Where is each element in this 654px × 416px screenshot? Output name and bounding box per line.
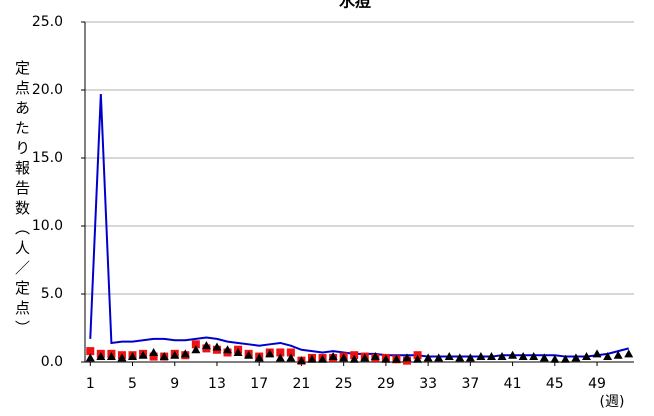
marker-triangle xyxy=(455,353,465,362)
x-tick-label: 13 xyxy=(208,376,226,392)
marker-triangle xyxy=(149,347,159,356)
marker-triangle xyxy=(328,352,338,361)
marker-triangle xyxy=(180,349,190,358)
marker-square xyxy=(276,348,285,357)
x-tick-label: 21 xyxy=(293,376,311,392)
marker-triangle xyxy=(349,354,359,363)
marker-triangle xyxy=(497,352,507,361)
marker-triangle xyxy=(360,353,370,362)
marker-triangle xyxy=(423,353,433,362)
marker-triangle xyxy=(434,353,444,362)
x-tick-label: 41 xyxy=(504,376,522,392)
marker-triangle xyxy=(212,342,222,351)
marker-triangle xyxy=(486,352,496,361)
marker-square xyxy=(86,347,95,356)
marker-triangle xyxy=(275,353,285,362)
y-tick-label: 20.0 xyxy=(32,82,63,98)
marker-triangle xyxy=(339,353,349,362)
marker-triangle xyxy=(402,353,412,362)
marker-triangle xyxy=(128,352,138,361)
marker-triangle xyxy=(508,350,518,359)
x-tick-label: 25 xyxy=(335,376,353,392)
marker-square xyxy=(191,340,200,349)
marker-triangle xyxy=(117,353,127,362)
x-axis-label: (週) xyxy=(600,394,625,410)
marker-triangle xyxy=(223,345,233,354)
x-tick-label: 5 xyxy=(128,376,137,392)
y-tick-label: 0.0 xyxy=(41,354,63,370)
marker-triangle xyxy=(592,349,602,358)
marker-triangle xyxy=(254,353,264,362)
x-tick-label: 9 xyxy=(170,376,179,392)
marker-square xyxy=(286,348,295,357)
marker-triangle xyxy=(571,353,581,362)
marker-triangle xyxy=(106,352,116,361)
marker-triangle xyxy=(318,354,328,363)
marker-triangle xyxy=(233,347,243,356)
x-tick-label: 49 xyxy=(588,376,606,392)
y-axis-label: 定点あたり報告数（人／定点） xyxy=(13,60,31,340)
marker-triangle xyxy=(391,354,401,363)
x-tick-label: 17 xyxy=(250,376,268,392)
marker-triangle xyxy=(307,354,317,363)
marker-triangle xyxy=(413,354,423,363)
marker-triangle xyxy=(138,350,148,359)
x-tick-label: 37 xyxy=(461,376,479,392)
marker-triangle xyxy=(539,353,549,362)
marker-triangle xyxy=(465,353,475,362)
marker-triangle xyxy=(581,352,591,361)
marker-triangle xyxy=(170,350,180,359)
series-line xyxy=(89,94,629,358)
chart-title: 水痘 xyxy=(339,0,371,11)
marker-triangle xyxy=(624,349,634,358)
marker-triangle xyxy=(603,352,613,361)
marker-triangle xyxy=(159,352,169,361)
x-tick-label: 29 xyxy=(377,376,395,392)
marker-triangle xyxy=(444,352,454,361)
marker-triangle xyxy=(529,352,539,361)
marker-triangle xyxy=(476,352,486,361)
marker-triangle xyxy=(265,349,275,358)
marker-triangle xyxy=(191,345,201,354)
x-tick-label: 33 xyxy=(419,376,437,392)
marker-triangle xyxy=(244,350,254,359)
marker-triangle xyxy=(518,352,528,361)
marker-triangle xyxy=(613,350,623,359)
marker-triangle xyxy=(550,354,560,363)
marker-triangle xyxy=(296,356,306,365)
marker-triangle xyxy=(201,341,211,350)
marker-triangle xyxy=(85,353,95,362)
y-tick-label: 25.0 xyxy=(32,14,63,30)
marker-triangle xyxy=(96,352,106,361)
x-tick-label: 1 xyxy=(86,376,95,392)
marker-triangle xyxy=(286,353,296,362)
y-tick-label: 10.0 xyxy=(32,218,63,234)
marker-triangle xyxy=(370,352,380,361)
marker-triangle xyxy=(560,354,570,363)
y-tick-label: 15.0 xyxy=(32,150,63,166)
marker-square xyxy=(149,352,158,361)
marker-triangle xyxy=(381,354,391,363)
y-tick-label: 5.0 xyxy=(41,286,63,302)
x-tick-label: 45 xyxy=(546,376,564,392)
